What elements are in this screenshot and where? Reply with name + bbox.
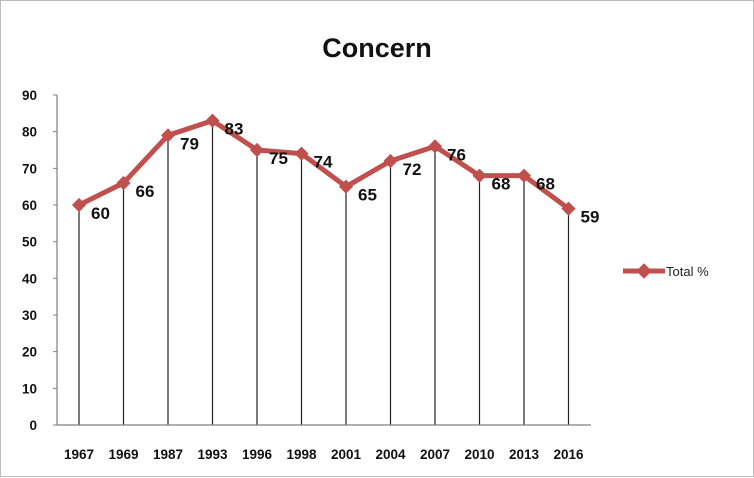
data-point bbox=[160, 128, 176, 143]
data-point bbox=[249, 142, 265, 158]
data-label: 75 bbox=[269, 149, 288, 168]
data-label: 74 bbox=[314, 153, 333, 172]
axes bbox=[56, 95, 591, 426]
data-label: 65 bbox=[358, 186, 377, 205]
y-tick-labels: 0 10 20 30 40 50 60 70 80 90 bbox=[22, 88, 57, 433]
drop-lines bbox=[78, 120, 570, 425]
y-tick-label: 20 bbox=[22, 345, 37, 360]
x-tick-label: 1998 bbox=[286, 447, 317, 462]
y-tick-label: 0 bbox=[29, 418, 37, 433]
x-tick-label: 2001 bbox=[331, 447, 362, 462]
data-label: 66 bbox=[136, 182, 155, 201]
x-tick-label: 1996 bbox=[242, 447, 273, 462]
x-tick-label: 1967 bbox=[64, 447, 94, 462]
x-tick-label: 1987 bbox=[153, 447, 183, 462]
legend-label: Total % bbox=[666, 264, 709, 279]
data-label: 76 bbox=[447, 145, 466, 164]
data-label: 83 bbox=[225, 120, 244, 139]
y-tick-label: 50 bbox=[22, 235, 37, 250]
data-point bbox=[383, 153, 398, 169]
x-tick-label: 2016 bbox=[553, 447, 584, 462]
y-tick-label: 60 bbox=[22, 198, 37, 213]
legend: Total % bbox=[623, 263, 709, 279]
x-tick-label: 2004 bbox=[375, 447, 406, 462]
y-tick-label: 10 bbox=[22, 381, 37, 396]
data-label: 68 bbox=[492, 175, 511, 194]
data-point bbox=[338, 179, 354, 194]
y-tick-label: 70 bbox=[22, 161, 37, 176]
y-tick-label: 80 bbox=[22, 125, 37, 140]
legend-diamond-marker bbox=[636, 263, 652, 279]
data-label: 72 bbox=[403, 160, 422, 179]
x-tick-label: 2010 bbox=[464, 447, 494, 462]
data-label: 79 bbox=[180, 134, 199, 153]
series-line bbox=[77, 118, 570, 211]
data-point bbox=[427, 139, 443, 154]
data-point bbox=[561, 201, 576, 216]
data-point bbox=[516, 168, 532, 183]
x-tick-label: 2013 bbox=[509, 447, 540, 462]
data-labels: 60 66 79 83 75 74 65 72 76 68 68 59 bbox=[91, 120, 599, 227]
y-tick-label: 90 bbox=[22, 88, 37, 103]
chart-title: Concern bbox=[322, 33, 432, 63]
y-tick-label: 40 bbox=[22, 271, 37, 286]
data-label: 60 bbox=[91, 204, 110, 223]
x-tick-label: 1993 bbox=[197, 447, 228, 462]
series-total bbox=[71, 113, 576, 216]
data-label: 68 bbox=[536, 175, 555, 194]
x-tick-labels: 1967 1969 1987 1993 1996 1998 2001 2004 2007 2010… bbox=[64, 447, 584, 462]
data-label: 59 bbox=[581, 208, 600, 227]
x-tick-label: 2007 bbox=[420, 447, 450, 462]
y-tick-label: 30 bbox=[22, 308, 37, 323]
data-point bbox=[294, 146, 309, 161]
data-point bbox=[472, 168, 487, 183]
x-tick-label: 1969 bbox=[108, 447, 138, 462]
